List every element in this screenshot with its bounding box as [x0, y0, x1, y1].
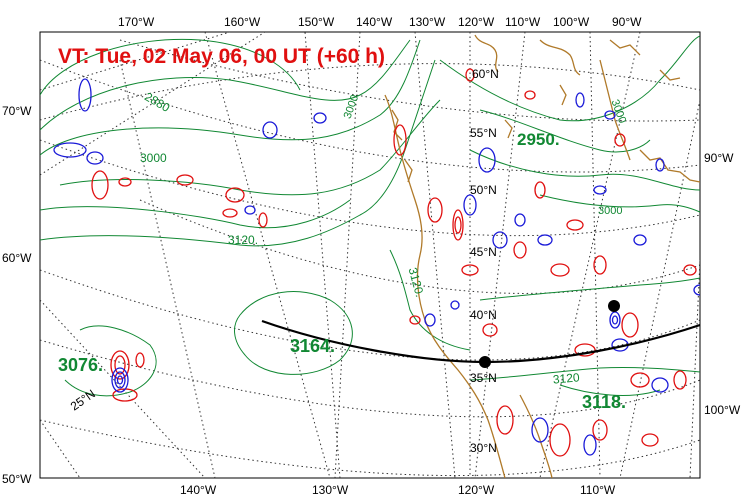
longitude-label-top: 170°W: [118, 15, 155, 29]
latitude-label: 40°N: [470, 308, 497, 322]
cross-section-marker-end: [608, 300, 620, 312]
longitude-label-top: 100°W: [553, 15, 590, 29]
positive-contours: [91, 68, 697, 457]
longitude-label-top: 110°W: [505, 15, 541, 29]
left-edge-label: 60°W: [2, 251, 32, 265]
height-contour-label: 3120: [552, 370, 580, 386]
longitude-label-top: 130°W: [409, 15, 446, 29]
center-value: 3118.: [582, 392, 626, 412]
height-contour-label: 3000: [598, 205, 622, 217]
longitude-label-bottom: 130°W: [312, 483, 349, 497]
longitude-label-top: 140°W: [356, 15, 393, 29]
latitude-label: 35°N: [470, 371, 497, 385]
right-edge-label: 100°W: [704, 403, 741, 417]
longitude-label-top: 150°W: [298, 15, 335, 29]
center-value: 2950.: [517, 130, 560, 149]
latitude-label: 50°N: [470, 183, 497, 197]
longitude-label-bottom: 120°W: [458, 483, 495, 497]
left-edge-label: 70°W: [2, 104, 32, 118]
latitude-label: 30°N: [470, 441, 497, 455]
map-title: VT: Tue, 02 May 06, 00 UT (+60 h): [58, 45, 385, 68]
meridian-lines: [40, 32, 700, 478]
height-contours: [40, 35, 700, 397]
longitude-label-top: 90°W: [612, 15, 642, 29]
longitude-label-top: 120°W: [458, 15, 495, 29]
latitude-label: 45°N: [470, 245, 497, 259]
cross-section-marker-start: [479, 356, 491, 368]
coastlines: [384, 34, 700, 478]
height-contour-label: 3120.: [228, 233, 258, 247]
height-contour-label: 3000: [140, 151, 167, 165]
center-value: 3076.: [58, 355, 103, 375]
right-edge-label: 90°W: [704, 151, 734, 165]
latitude-label: 60°N: [472, 67, 499, 81]
longitude-label-top: 160°W: [224, 15, 261, 29]
center-value: 3164.: [290, 336, 335, 356]
longitude-label-bottom: 140°W: [180, 483, 217, 497]
map-frame: [39, 31, 701, 479]
longitude-label-bottom: 110°W: [580, 483, 616, 497]
latitude-label: 55°N: [470, 126, 497, 140]
left-edge-label: 50°W: [2, 472, 32, 486]
